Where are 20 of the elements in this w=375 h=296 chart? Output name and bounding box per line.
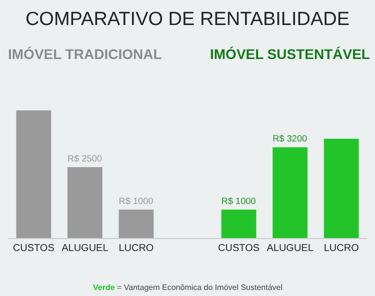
text: Verde = Vantagem Econômica do Imóvel Sustentável (93, 283, 283, 292)
x-tick-label: ALUGUEL (266, 243, 314, 254)
bar (272, 147, 308, 238)
chart-title: COMPARATIVO DE RENTABILIDADE (25, 9, 350, 30)
x-tick-label: CUSTOS (12, 243, 55, 254)
data-label: R$ 2500 (68, 153, 102, 164)
x-tick-label: LUCRO (324, 243, 360, 254)
bar (324, 138, 359, 238)
text: IMÓVEL SUSTENTÁVEL (210, 46, 370, 62)
x-tick-label: ALUGUEL (62, 243, 109, 254)
bar (118, 210, 154, 238)
data-label: R$ 1000 (221, 196, 256, 206)
data-label: R$ 3200 (272, 133, 308, 144)
bar (16, 110, 52, 238)
x-tick-label: CUSTOS (218, 243, 260, 254)
bar (67, 167, 102, 238)
x-tick-label: LUCRO (118, 243, 154, 254)
bar (221, 210, 256, 238)
data-label: R$ 1000 (118, 196, 154, 206)
text: IMÓVEL TRADICIONAL (8, 46, 162, 62)
